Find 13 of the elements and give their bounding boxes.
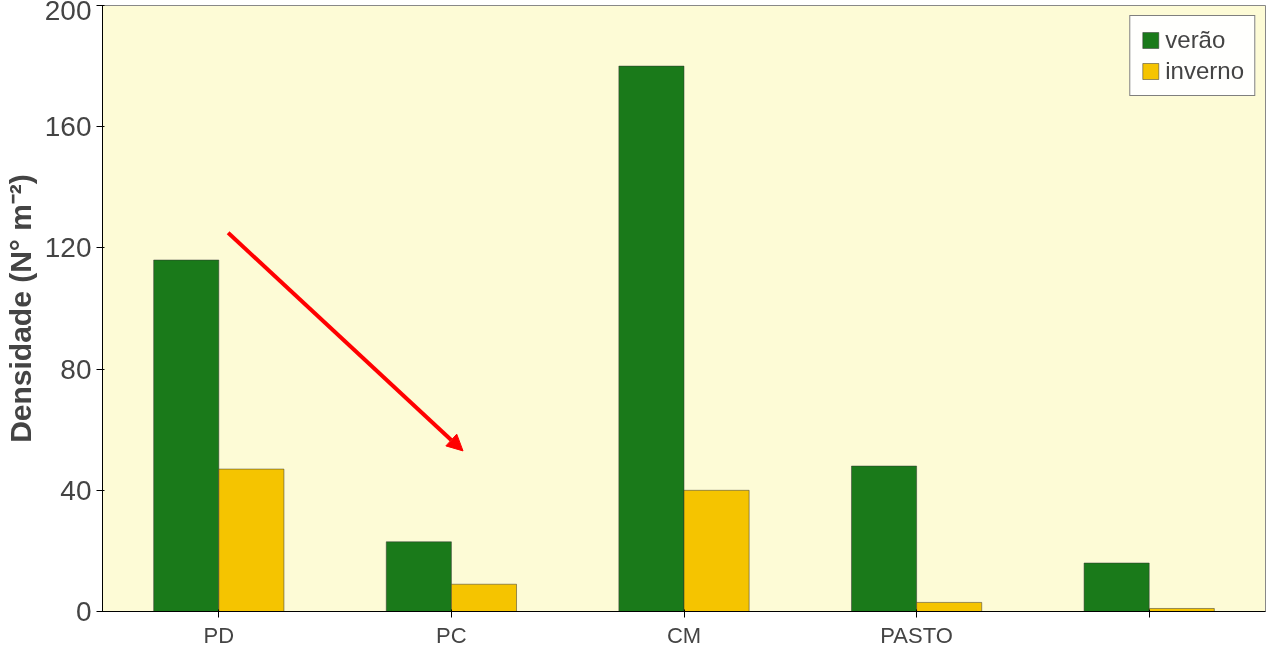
x-tick-label: CM — [666, 622, 702, 648]
y-tick-label: 200 — [44, 0, 92, 26]
y-tick-label: 80 — [60, 353, 92, 385]
x-tick-label: PC — [436, 622, 467, 648]
x-tick-label: PD — [203, 622, 235, 648]
x-tick-label: PASTO — [880, 622, 953, 648]
y-tick-label: 160 — [44, 111, 92, 143]
y-tick-label: 120 — [44, 232, 92, 264]
y-tick-label: 0 — [75, 596, 92, 627]
legend-label: verão — [1165, 26, 1226, 54]
y-tick-label: 40 — [60, 474, 92, 506]
y-axis-title: Densidade (N° m⁻²) — [3, 174, 37, 443]
legend-label: inverno — [1165, 57, 1244, 85]
